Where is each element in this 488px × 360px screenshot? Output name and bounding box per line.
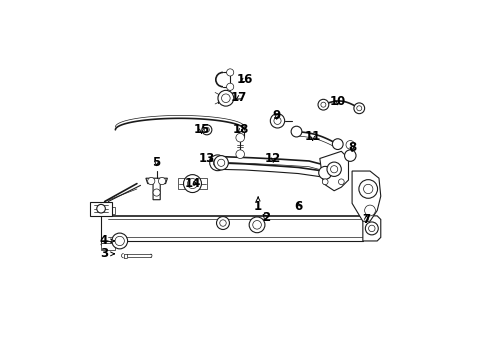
Circle shape xyxy=(317,99,328,110)
Text: 7: 7 xyxy=(362,213,370,226)
Circle shape xyxy=(364,205,375,216)
Circle shape xyxy=(249,217,264,233)
Circle shape xyxy=(216,217,229,229)
Circle shape xyxy=(219,220,226,226)
Text: 10: 10 xyxy=(329,95,345,108)
Circle shape xyxy=(218,90,233,106)
Polygon shape xyxy=(145,178,167,200)
Circle shape xyxy=(353,103,364,114)
Circle shape xyxy=(153,189,160,196)
Text: 8: 8 xyxy=(347,141,355,154)
Polygon shape xyxy=(362,216,380,241)
Circle shape xyxy=(290,126,301,137)
Text: 16: 16 xyxy=(236,73,252,86)
Circle shape xyxy=(202,125,211,135)
Circle shape xyxy=(346,140,354,149)
Circle shape xyxy=(365,222,378,235)
Circle shape xyxy=(147,177,155,185)
Text: 6: 6 xyxy=(294,201,302,213)
Circle shape xyxy=(332,139,343,149)
Circle shape xyxy=(330,166,337,173)
Text: 4: 4 xyxy=(100,234,114,247)
Circle shape xyxy=(214,156,228,170)
Text: 3: 3 xyxy=(100,247,114,260)
Circle shape xyxy=(235,150,244,158)
Text: 11: 11 xyxy=(304,130,320,144)
Circle shape xyxy=(356,106,361,111)
Circle shape xyxy=(221,94,230,103)
Circle shape xyxy=(112,233,127,249)
Polygon shape xyxy=(90,202,112,216)
Circle shape xyxy=(326,162,341,176)
Polygon shape xyxy=(101,207,115,214)
Circle shape xyxy=(226,69,233,76)
Polygon shape xyxy=(101,243,115,250)
Text: 17: 17 xyxy=(230,91,247,104)
Text: 14: 14 xyxy=(184,177,200,190)
Circle shape xyxy=(158,177,165,185)
Circle shape xyxy=(320,102,325,107)
Circle shape xyxy=(115,236,124,246)
Text: 12: 12 xyxy=(264,152,281,165)
Circle shape xyxy=(252,221,261,229)
Text: 13: 13 xyxy=(198,152,215,165)
Polygon shape xyxy=(351,171,380,221)
Circle shape xyxy=(204,127,209,132)
Text: 1: 1 xyxy=(254,197,262,213)
Circle shape xyxy=(226,83,233,90)
Text: 9: 9 xyxy=(272,109,280,122)
Circle shape xyxy=(209,155,225,171)
Polygon shape xyxy=(319,151,348,191)
Text: 5: 5 xyxy=(152,156,161,168)
Circle shape xyxy=(217,159,224,166)
Circle shape xyxy=(338,179,344,185)
Circle shape xyxy=(187,179,197,189)
Circle shape xyxy=(273,117,281,125)
Text: 18: 18 xyxy=(232,123,248,136)
Circle shape xyxy=(97,204,105,213)
Circle shape xyxy=(270,114,284,128)
Circle shape xyxy=(363,184,372,194)
Circle shape xyxy=(368,225,374,231)
Circle shape xyxy=(344,150,355,161)
Text: 15: 15 xyxy=(193,123,209,136)
Circle shape xyxy=(213,158,222,167)
Circle shape xyxy=(322,179,327,185)
Text: 2: 2 xyxy=(262,211,269,224)
Circle shape xyxy=(235,134,244,142)
Circle shape xyxy=(183,175,201,193)
Circle shape xyxy=(358,180,377,198)
Circle shape xyxy=(318,166,331,179)
